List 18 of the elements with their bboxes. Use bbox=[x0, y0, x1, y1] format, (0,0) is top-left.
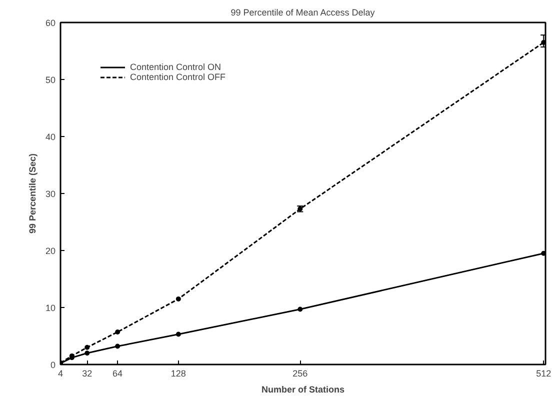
x-tick-label: 256 bbox=[292, 368, 308, 378]
y-tick-label: 20 bbox=[45, 246, 56, 256]
y-tick-label: 60 bbox=[45, 18, 56, 28]
y-axis-title: 99 Percentile (Sec) bbox=[27, 153, 38, 234]
x-tick-label: 64 bbox=[112, 368, 123, 378]
y-tick-label: 10 bbox=[45, 303, 56, 313]
x-tick-label: 128 bbox=[170, 368, 186, 378]
x-tick-label: 32 bbox=[82, 368, 92, 378]
y-tick-label: 50 bbox=[45, 75, 56, 85]
x-tick-label: 512 bbox=[536, 368, 552, 378]
y-tick-label: 0 bbox=[50, 360, 56, 370]
y-tick-label: 40 bbox=[45, 132, 56, 142]
legend-label: Contention Control OFF bbox=[130, 72, 226, 82]
x-tick-label: 4 bbox=[58, 368, 64, 378]
chart-title: 99 Percentile of Mean Access Delay bbox=[230, 8, 376, 18]
x-axis-title: Number of Stations bbox=[262, 384, 345, 394]
y-tick-label: 30 bbox=[45, 189, 56, 199]
legend-label: Contention Control ON bbox=[130, 62, 222, 72]
